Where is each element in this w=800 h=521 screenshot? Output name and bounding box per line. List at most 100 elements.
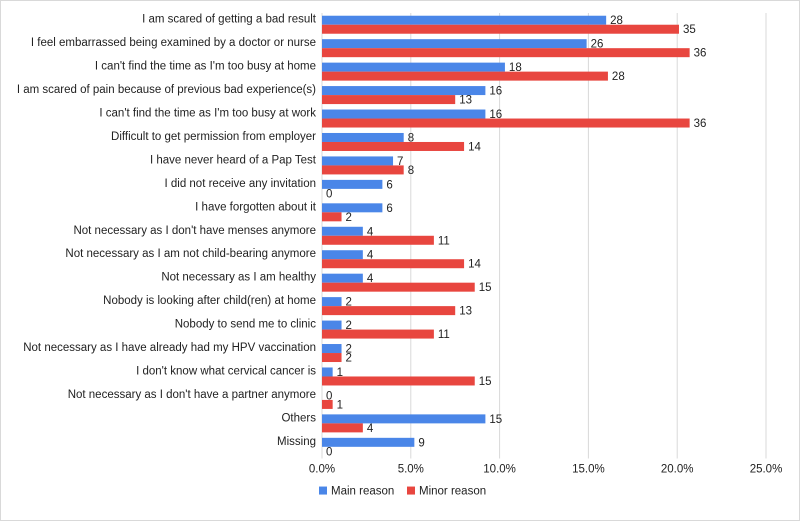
category-label: I did not receive any invitation <box>164 178 316 190</box>
data-label-minor-reason: 36 <box>694 118 707 130</box>
bar-main-reason <box>322 437 415 447</box>
data-label-main-reason: 0 <box>326 390 332 402</box>
data-label-main-reason: 15 <box>489 414 502 426</box>
data-label-minor-reason: 28 <box>612 71 625 83</box>
bar-main-reason <box>322 39 587 49</box>
bar-main-reason <box>322 203 383 213</box>
bar-main-reason <box>322 179 383 189</box>
bar-minor-reason <box>322 353 342 363</box>
bars <box>322 15 690 447</box>
x-tick-label: 5.0% <box>398 464 424 476</box>
x-tick-label: 0.0% <box>309 464 335 476</box>
category-label: I am scared of getting a bad result <box>142 14 317 26</box>
bar-minor-reason <box>322 235 434 245</box>
data-label-main-reason: 6 <box>386 179 392 191</box>
x-tick-label: 15.0% <box>572 464 605 476</box>
bar-main-reason <box>322 86 486 96</box>
category-label: Difficult to get permission from employe… <box>111 131 316 143</box>
data-label-minor-reason: 13 <box>459 95 472 107</box>
bar-minor-reason <box>322 95 456 105</box>
data-label-main-reason: 18 <box>509 62 522 74</box>
data-label-main-reason: 16 <box>489 86 502 98</box>
data-label-main-reason: 6 <box>386 203 392 215</box>
category-label: Missing <box>277 436 316 448</box>
x-tick-label: 10.0% <box>483 464 516 476</box>
data-label-minor-reason: 14 <box>468 259 481 271</box>
data-label-main-reason: 8 <box>408 132 414 144</box>
category-label: I feel embarrassed being examined by a d… <box>31 37 316 49</box>
category-label: I have forgotten about it <box>195 201 317 213</box>
data-labels: 2835263618281613163681478606241141441521… <box>326 15 706 458</box>
legend-swatch-minor-reason <box>407 486 415 495</box>
data-label-main-reason: 4 <box>367 226 374 238</box>
bar-minor-reason <box>322 165 404 175</box>
data-label-main-reason: 2 <box>346 297 352 309</box>
category-label: I can't find the time as I'm too busy at… <box>95 61 316 73</box>
x-tick-label: 25.0% <box>750 464 783 476</box>
data-label-minor-reason: 1 <box>337 399 343 411</box>
bar-minor-reason <box>322 212 342 222</box>
data-label-minor-reason: 8 <box>408 165 414 177</box>
data-label-minor-reason: 2 <box>346 353 352 365</box>
category-label: Others <box>281 412 316 424</box>
bar-main-reason <box>322 15 607 25</box>
bar-minor-reason <box>322 24 679 34</box>
data-label-minor-reason: 11 <box>438 235 450 247</box>
bar-minor-reason <box>322 376 475 386</box>
data-label-main-reason: 26 <box>591 39 604 51</box>
bar-minor-reason <box>322 306 456 316</box>
data-label-minor-reason: 4 <box>367 423 374 435</box>
data-label-minor-reason: 13 <box>459 306 472 318</box>
category-label: I can't find the time as I'm too busy at… <box>99 108 316 120</box>
data-label-main-reason: 28 <box>610 15 623 27</box>
data-label-minor-reason: 15 <box>479 282 492 294</box>
bar-minor-reason <box>322 48 690 58</box>
bar-main-reason <box>322 297 342 307</box>
bar-main-reason <box>322 273 363 283</box>
category-label: Nobody is looking after child(ren) at ho… <box>103 295 316 307</box>
category-label: Not necessary as I don't have menses any… <box>73 225 316 237</box>
category-label: I am scared of pain because of previous … <box>17 84 316 96</box>
bar-main-reason <box>322 109 486 119</box>
legend-label-minor-reason: Minor reason <box>419 486 486 498</box>
bar-minor-reason <box>322 399 333 409</box>
bar-main-reason <box>322 132 404 142</box>
bar-main-reason <box>322 226 363 236</box>
bar-minor-reason <box>322 282 475 292</box>
bar-minor-reason <box>322 329 434 339</box>
bar-main-reason <box>322 156 394 166</box>
category-label: Not necessary as I am not child-bearing … <box>65 248 316 260</box>
data-label-main-reason: 7 <box>397 156 403 168</box>
data-label-minor-reason: 35 <box>683 24 696 36</box>
bar-main-reason <box>322 250 363 260</box>
bar-main-reason <box>322 414 486 424</box>
data-label-minor-reason: 0 <box>326 188 332 200</box>
bar-main-reason <box>322 320 342 330</box>
x-axis-ticks: 0.0% 5.0% 10.0% 15.0% 20.0% 25.0% <box>309 464 782 476</box>
category-label: Not necessary as I am healthy <box>161 272 316 284</box>
legend-swatch-main-reason <box>319 486 327 495</box>
data-label-main-reason: 4 <box>367 273 374 285</box>
category-labels: I am scared of getting a bad result I fee… <box>17 14 317 448</box>
category-label: I have never heard of a Pap Test <box>150 154 317 166</box>
data-label-main-reason: 16 <box>489 109 502 121</box>
category-label: I don't know what cervical cancer is <box>136 365 316 377</box>
data-label-main-reason: 9 <box>418 437 424 449</box>
legend: Main reason Minor reason <box>319 486 486 498</box>
category-label: Nobody to send me to clinic <box>175 319 317 331</box>
data-label-minor-reason: 36 <box>694 48 707 60</box>
x-tick-label: 20.0% <box>661 464 694 476</box>
data-label-main-reason: 2 <box>346 320 352 332</box>
data-label-minor-reason: 14 <box>468 141 481 153</box>
data-label-minor-reason: 0 <box>326 446 332 458</box>
data-label-main-reason: 4 <box>367 250 374 262</box>
bar-minor-reason <box>322 71 608 81</box>
data-label-minor-reason: 11 <box>438 329 450 341</box>
bar-main-reason <box>322 367 333 377</box>
category-label: Not necessary as I don't have a partner … <box>68 389 316 401</box>
bar-minor-reason <box>322 141 465 151</box>
data-label-minor-reason: 2 <box>346 212 352 224</box>
bar-main-reason <box>322 344 342 354</box>
legend-label-main-reason: Main reason <box>331 486 394 498</box>
